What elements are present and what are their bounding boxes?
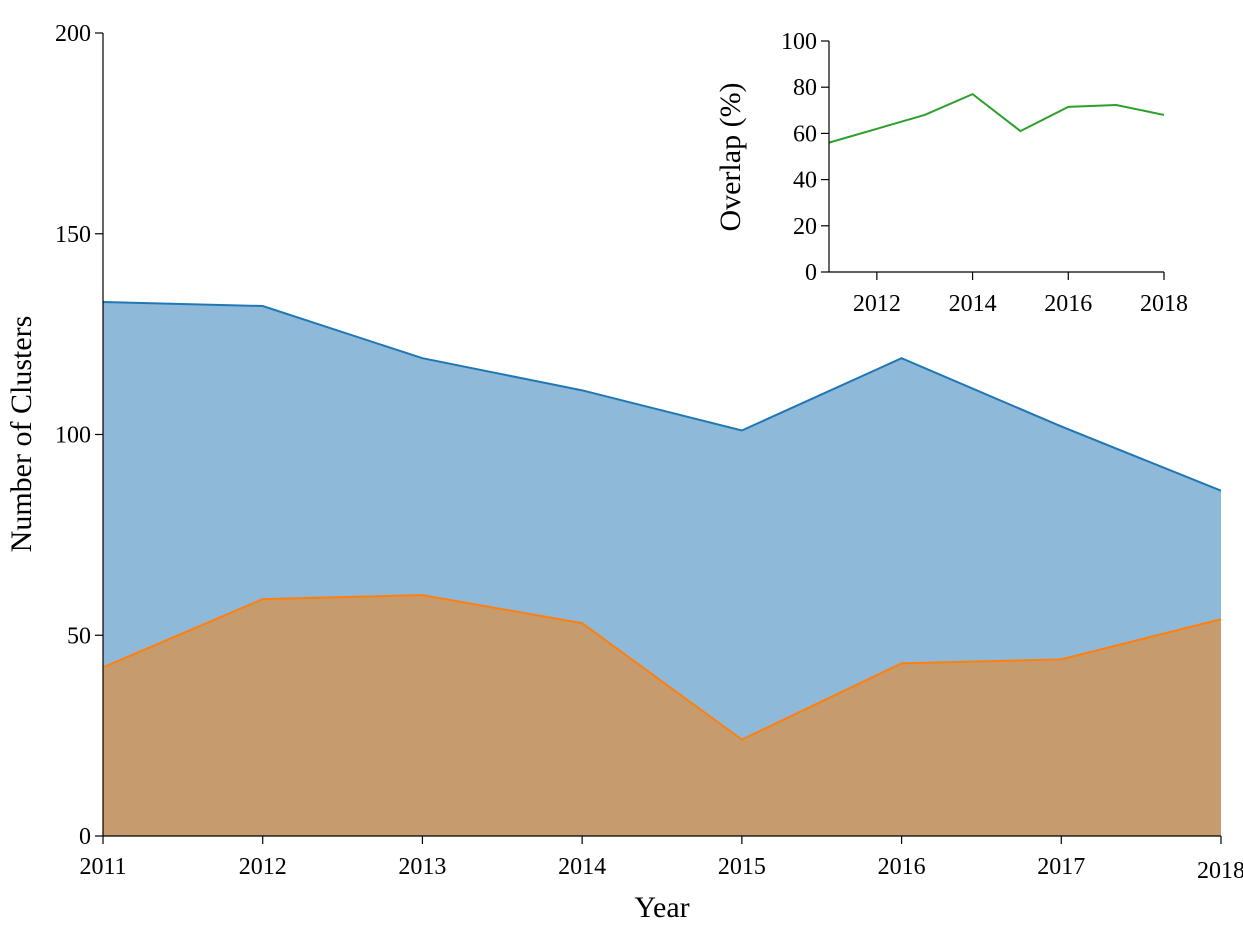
overlap-line [829,94,1164,143]
inset-y-tick-label: 0 [805,260,817,286]
x-tick-label: 2011 [79,854,126,880]
y-tick-label: 150 [55,222,91,248]
inset-y-axis-title: Overlap (%) [714,82,747,231]
y-tick-label: 0 [79,824,91,850]
inset-y-tick-label: 60 [793,121,817,147]
x-tick-label: 2012 [239,854,287,880]
y-tick-label: 100 [55,423,91,449]
y-tick-label: 50 [67,623,91,649]
x-tick-label: 2018 [1197,858,1243,884]
x-tick-label: 2013 [398,854,446,880]
x-tick-label: 2016 [878,854,926,880]
x-axis-title: Year [634,891,689,924]
x-tick-label: 2014 [558,854,606,880]
y-tick-label: 200 [55,21,91,47]
y-axis-title: Number of Clusters [5,316,38,553]
inset-y-tick-label: 40 [793,168,817,194]
inset-y-tick-label: 100 [781,29,817,55]
x-tick-label: 2017 [1037,854,1085,880]
inset-x-tick-label: 2018 [1140,291,1188,317]
inset-x-tick-label: 2016 [1044,291,1092,317]
inset-y-tick-label: 80 [793,75,817,101]
inset-x-tick-label: 2014 [949,291,997,317]
inset-y-tick-label: 20 [793,214,817,240]
inset-overlap-chart: 0 20 40 60 80 100 2012 2014 2016 2018 Overlap (%) [714,29,1188,317]
inset-x-tick-label: 2012 [853,291,901,317]
x-tick-label: 2015 [718,854,766,880]
